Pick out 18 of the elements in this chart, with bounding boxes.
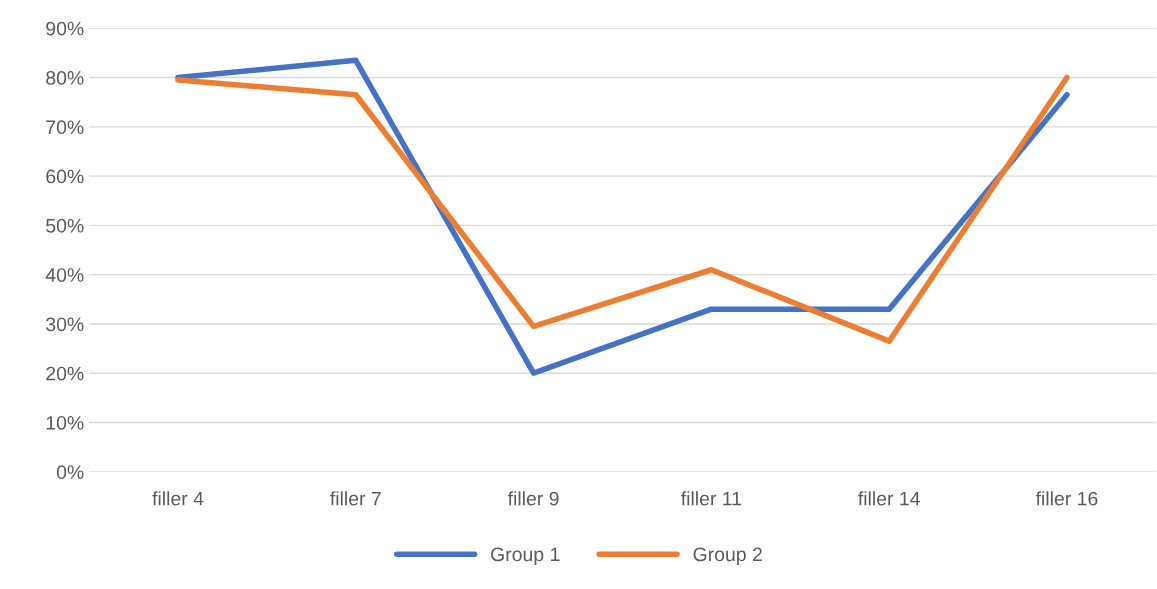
x-tick-label: filler 7 [330, 491, 381, 506]
y-tick-label: 60% [46, 169, 84, 184]
x-tick-label: filler 16 [1035, 491, 1098, 506]
x-tick-label: filler 11 [681, 491, 742, 506]
y-tick-label: 0% [56, 465, 84, 480]
y-tick-label: 20% [46, 366, 84, 381]
y-tick-label: 10% [46, 415, 84, 430]
x-tick-label: filler 9 [507, 491, 559, 506]
y-tick-label: 40% [45, 268, 84, 282]
y-tick-label: 30% [46, 317, 84, 332]
y-tick-label: 50% [46, 218, 84, 233]
legend-label: Group 2 [693, 547, 762, 566]
y-tick-label: 80% [46, 71, 84, 85]
x-tick-label: filler 14 [858, 491, 920, 506]
legend-label: Group 1 [491, 547, 560, 566]
y-tick-label: 90% [46, 21, 84, 36]
x-tick-label: filler 4 [152, 491, 204, 506]
y-tick-label: 70% [46, 120, 84, 135]
